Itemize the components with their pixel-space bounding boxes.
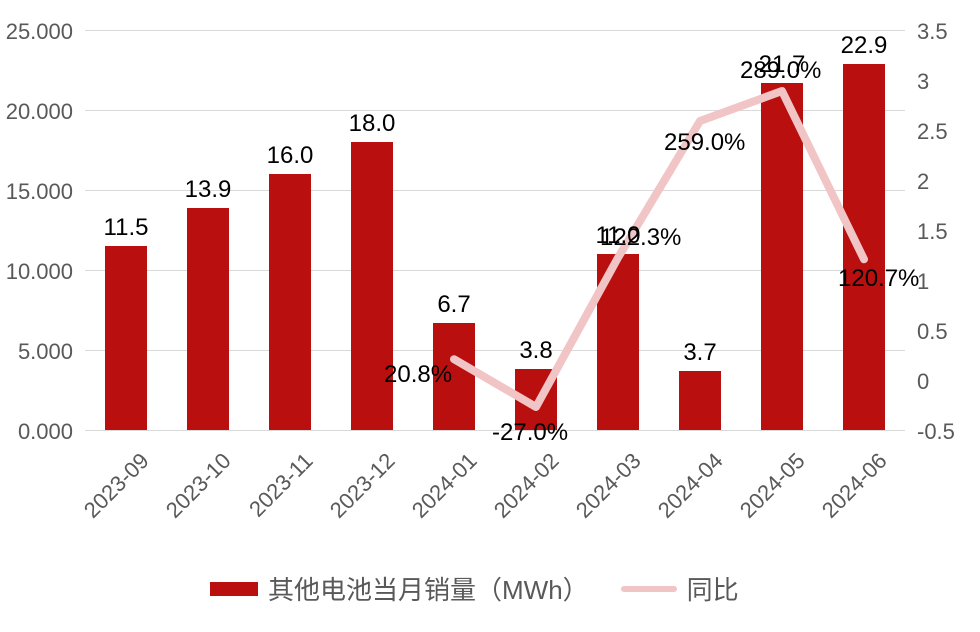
x-tick-label: 2024-06 — [796, 448, 892, 544]
legend: 其他电池当月销量（MWh） 同比 — [210, 570, 739, 607]
line-value-label: 122.3% — [600, 224, 681, 252]
bar-value-label: 3.8 — [496, 337, 576, 365]
x-tick-label: 2024-01 — [386, 448, 482, 544]
legend-label-bar: 其他电池当月销量（MWh） — [268, 570, 589, 607]
line-value-label: 20.8% — [384, 361, 452, 389]
y2-tick-label: 3 — [917, 69, 929, 95]
x-tick-label: 2024-04 — [632, 448, 728, 544]
y2-tick-label: 1.5 — [917, 219, 948, 245]
bar — [597, 254, 640, 430]
legend-label-line: 同比 — [687, 570, 739, 607]
y2-tick-label: 0 — [917, 369, 929, 395]
bar-value-label: 6.7 — [414, 291, 494, 319]
x-tick-label: 2023-11 — [222, 448, 318, 544]
line-value-label: -27.0% — [492, 419, 568, 447]
x-tick-label: 2024-02 — [468, 448, 564, 544]
y2-tick-label: 3.5 — [917, 19, 948, 45]
legend-swatch-line — [621, 586, 677, 592]
x-tick-label: 2023-12 — [304, 448, 400, 544]
x-tick-label: 2023-09 — [58, 448, 154, 544]
line-value-label: 259.0% — [664, 129, 745, 157]
x-tick-label: 2024-05 — [714, 448, 810, 544]
bar-value-label: 13.9 — [168, 176, 248, 204]
y2-tick-label: 2 — [917, 169, 929, 195]
bar — [187, 208, 230, 430]
legend-swatch-bar — [210, 582, 258, 596]
bar — [843, 64, 886, 430]
bar-value-label: 16.0 — [250, 142, 330, 170]
y1-tick-label: 25.000 — [0, 19, 73, 45]
y2-tick-label: -0.5 — [917, 419, 955, 445]
y1-tick-label: 5.000 — [0, 339, 73, 365]
legend-item-line: 同比 — [621, 570, 739, 607]
bar — [679, 371, 722, 430]
y1-tick-label: 10.000 — [0, 259, 73, 285]
legend-item-bar: 其他电池当月销量（MWh） — [210, 570, 589, 607]
chart-container: 0.000 5.000 10.000 15.000 20.000 25.000 -0.5 0… — [0, 0, 980, 632]
x-tick-label: 2024-03 — [550, 448, 646, 544]
bar-value-label: 18.0 — [332, 110, 412, 138]
y2-tick-label: 0.5 — [917, 319, 948, 345]
y1-tick-label: 15.000 — [0, 179, 73, 205]
bar-value-label: 3.7 — [660, 339, 740, 367]
x-tick-label: 2023-10 — [140, 448, 236, 544]
bar-value-label: 11.5 — [86, 214, 166, 242]
y2-tick-label: 2.5 — [917, 119, 948, 145]
bar — [105, 246, 148, 430]
bar — [269, 174, 312, 430]
bar — [761, 83, 804, 430]
line-value-label: 289.0% — [740, 57, 821, 85]
bar-value-label: 22.9 — [824, 32, 904, 60]
gridline — [85, 30, 905, 31]
y1-tick-label: 20.000 — [0, 99, 73, 125]
line-value-label: 120.7% — [838, 265, 919, 293]
y1-tick-label: 0.000 — [0, 419, 73, 445]
